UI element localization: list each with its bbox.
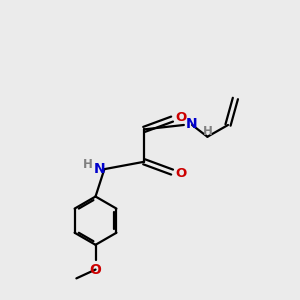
Text: N: N <box>94 161 106 176</box>
Text: O: O <box>90 263 101 277</box>
Text: H: H <box>203 125 213 138</box>
Text: O: O <box>176 111 187 124</box>
Text: N: N <box>186 117 197 131</box>
Text: H: H <box>83 158 93 171</box>
Text: O: O <box>176 167 187 180</box>
